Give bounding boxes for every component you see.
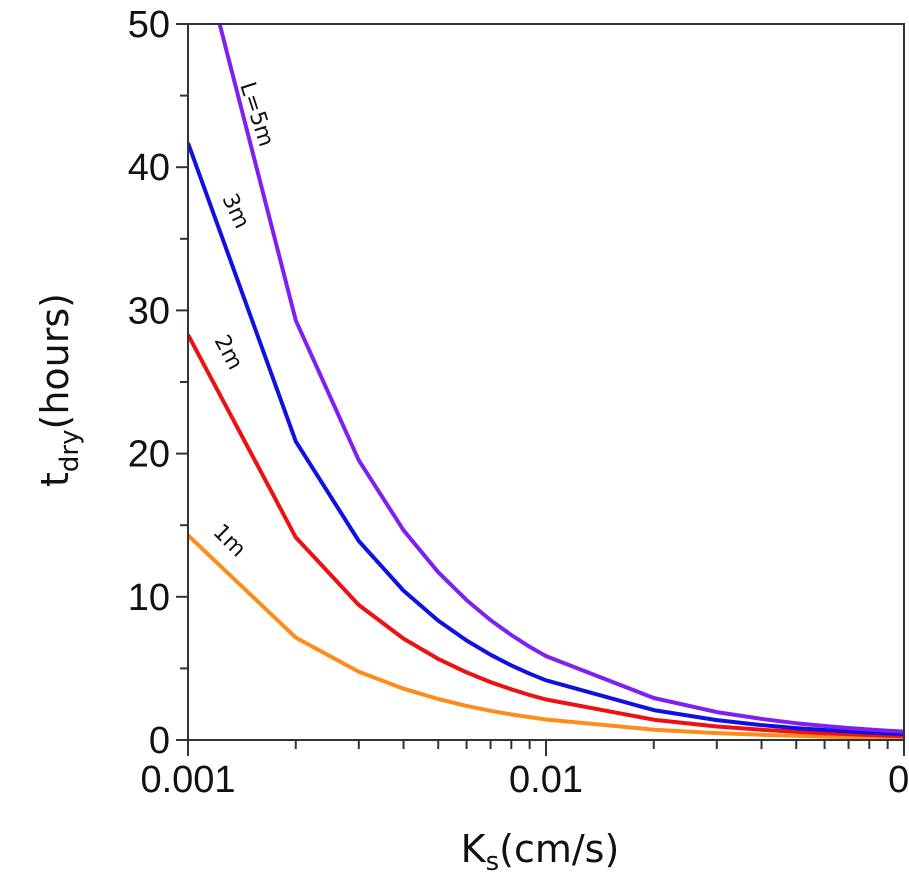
y-tick-label: 40	[128, 147, 170, 189]
y-tick-label: 20	[128, 434, 170, 476]
x-axis-title-sub: s	[486, 847, 500, 876]
series-line-1m	[188, 533, 904, 740]
curve-label-3m: 3m	[217, 190, 255, 233]
curve-label-1m: 1m	[208, 520, 251, 563]
x-tick-label: 0.	[888, 759, 909, 801]
plot-frame	[187, 23, 905, 741]
axes	[176, 23, 905, 756]
series-line-5m	[217, 24, 904, 734]
series-line-2m	[188, 333, 904, 738]
y-axis-title-sub: dry	[55, 430, 85, 473]
x-tick-label: 0.01	[509, 759, 583, 801]
x-axis-title: Ks(cm/s)	[461, 827, 620, 876]
x-axis-title-main: K	[461, 827, 487, 871]
y-axis-title-main: t	[33, 472, 77, 487]
curves	[188, 24, 904, 740]
y-tick-label: 30	[128, 290, 170, 332]
series-line-3m	[188, 142, 904, 736]
y-tick-label: 50	[128, 4, 170, 46]
x-axis-title-rest: (cm/s)	[499, 827, 619, 871]
y-tick-label: 0	[149, 720, 170, 762]
curve-label-2m: 2m	[209, 331, 248, 374]
y-axis-title: tdry(hours)	[33, 293, 85, 487]
y-tick-label: 10	[128, 577, 170, 619]
y-axis-title-rest: (hours)	[33, 293, 77, 430]
x-tick-label: 0.001	[140, 759, 235, 801]
tick-labels: 0 10 20 30 40 50 0.001 0.01 0.	[128, 4, 909, 801]
